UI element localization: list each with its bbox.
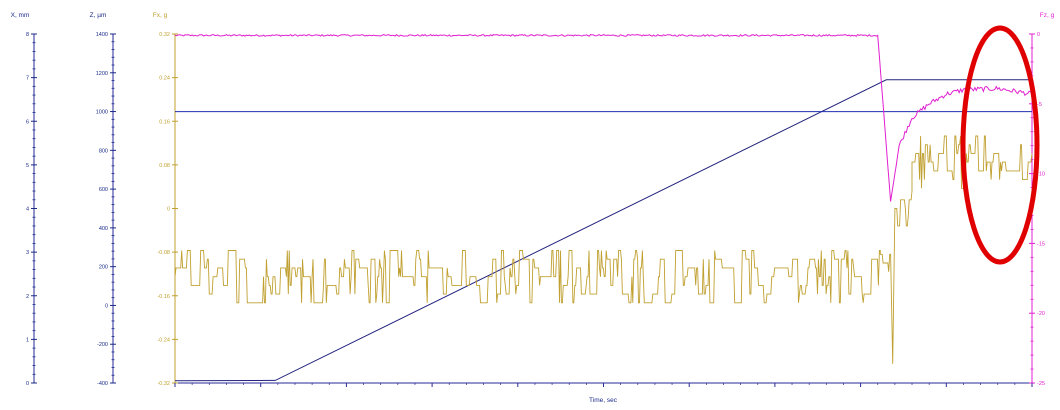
tick-label-z: 1000 [96, 110, 108, 116]
x-axis-title: Time, sec [589, 397, 618, 404]
tick-label-x: 0 [26, 381, 29, 387]
tick-label-z: -200 [97, 342, 108, 348]
tick-label-fx: 0.16 [159, 119, 170, 125]
tick-label-x: 4 [26, 207, 29, 213]
tick-label-z: 1400 [96, 32, 108, 38]
tick-label-x: 7 [26, 76, 29, 82]
tick-label-x: 2 [26, 294, 29, 300]
tick-label-fz: -15 [1037, 241, 1045, 247]
tick-label-fx: 0.24 [159, 76, 170, 82]
tick-label-z: 800 [99, 148, 108, 154]
tick-label-fz: -5 [1037, 102, 1042, 108]
tick-label-fx: 0.08 [159, 163, 170, 169]
tick-label-z: 600 [99, 187, 108, 193]
series-x_position [174, 79, 1032, 382]
axis-title-z-um: Z, µm [90, 12, 107, 19]
tick-label-z: 400 [99, 226, 108, 232]
tick-label-fz: -25 [1037, 381, 1045, 387]
tick-label-z: 200 [99, 265, 108, 271]
tick-label-z: 0 [105, 303, 108, 309]
tick-label-x: 6 [26, 119, 29, 125]
tick-label-fz: -10 [1037, 172, 1045, 178]
tick-label-fx: 0 [167, 207, 170, 213]
tick-label-fx: -0.24 [157, 337, 170, 343]
tick-label-x: 3 [26, 250, 29, 256]
axis-title-fz-g: Fz, g [1040, 12, 1055, 19]
tick-label-x: 1 [26, 337, 29, 343]
highlight-annotation-ellipse [960, 25, 1040, 265]
tick-label-fz: -20 [1037, 311, 1045, 317]
series-layer [174, 33, 1033, 382]
tick-label-fz: 0 [1037, 32, 1040, 38]
tick-label-fx: -0.08 [157, 250, 170, 256]
tick-label-fx: 0.32 [159, 32, 170, 38]
series-fx_force [174, 135, 1033, 364]
axis-title-fx-g: Fx, g [153, 12, 168, 19]
series-fz_force [174, 33, 1033, 202]
tick-label-x: 8 [26, 32, 29, 38]
tick-label-fx: -0.32 [157, 381, 170, 387]
tick-label-z: 1200 [96, 71, 108, 77]
tick-label-x: 5 [26, 163, 29, 169]
tick-label-fx: -0.16 [157, 294, 170, 300]
axis-title-x-mm: X, mm [11, 12, 30, 19]
tick-label-z: -400 [97, 381, 108, 387]
